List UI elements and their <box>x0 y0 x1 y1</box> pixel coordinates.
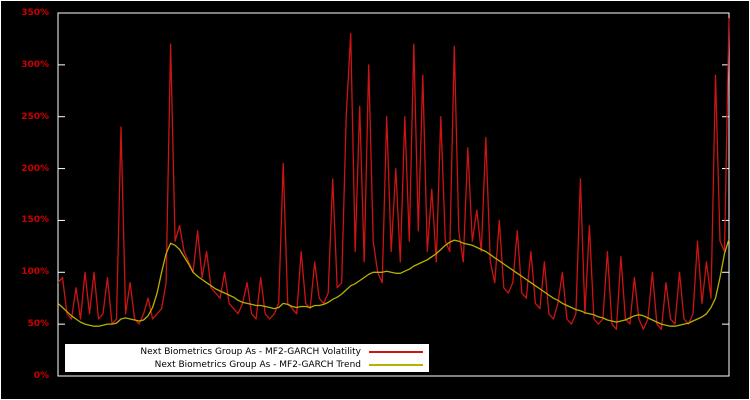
legend-label-volatility: Next Biometrics Group As - MF2-GARCH Vol… <box>140 346 361 357</box>
y-tick-label: 100% <box>21 267 49 278</box>
y-tick-label: 150% <box>21 215 49 226</box>
y-tick-label: 350% <box>21 8 49 18</box>
y-tick-label: 200% <box>21 163 49 174</box>
legend: Next Biometrics Group As - MF2-GARCH Vol… <box>65 344 429 372</box>
legend-label-trend: Next Biometrics Group As - MF2-GARCH Tre… <box>154 359 361 370</box>
legend-item-volatility: Next Biometrics Group As - MF2-GARCH Vol… <box>71 345 423 358</box>
legend-item-trend: Next Biometrics Group As - MF2-GARCH Tre… <box>71 358 423 371</box>
y-tick-label: 0% <box>33 371 49 381</box>
y-tick-label: 300% <box>21 59 49 70</box>
y-tick-label: 250% <box>21 111 49 122</box>
y-tick-label: 50% <box>27 319 49 330</box>
volatility-line-sample <box>369 350 423 353</box>
trend-line-sample <box>369 363 423 366</box>
